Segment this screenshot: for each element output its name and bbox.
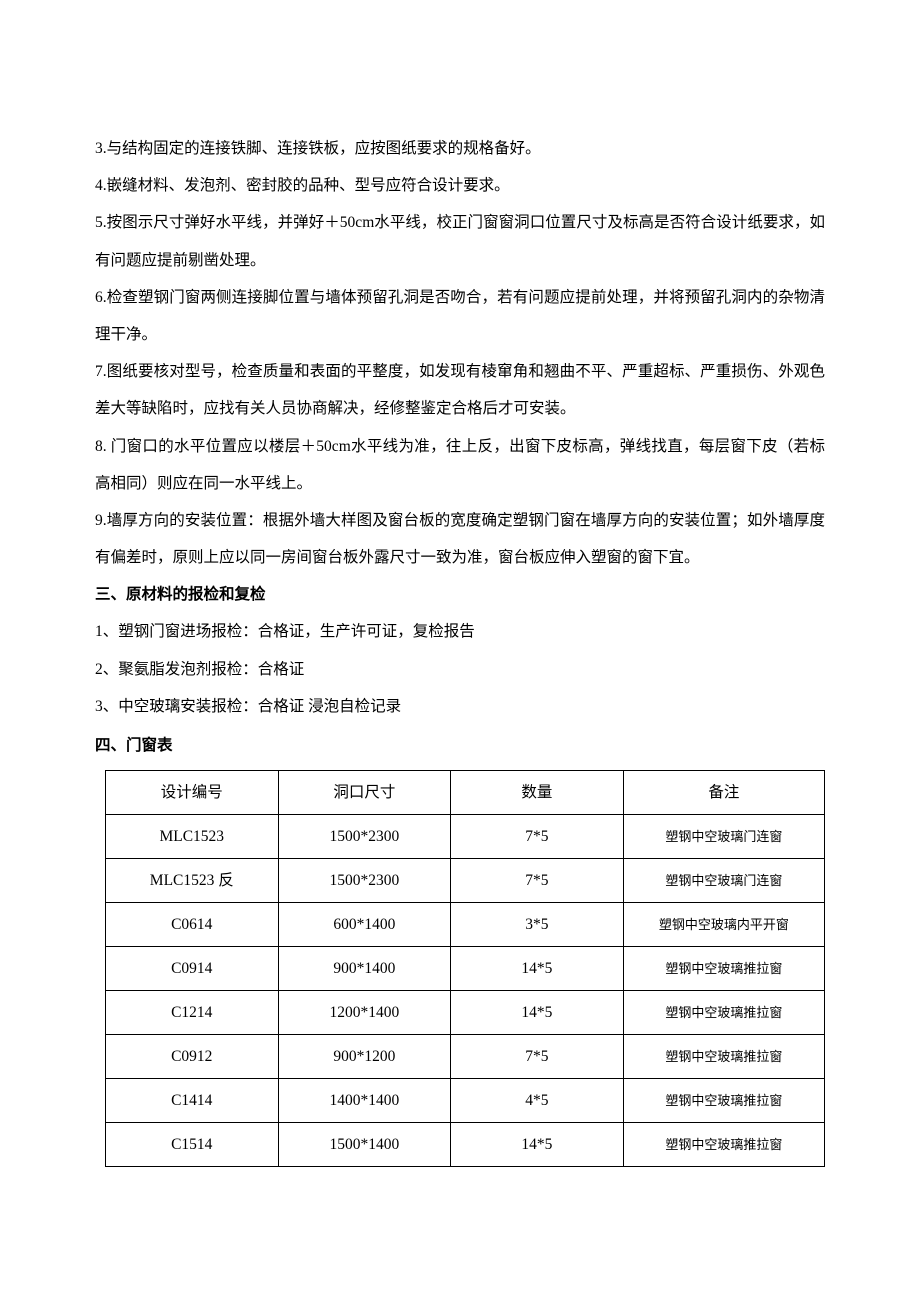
cell-opening-size: 1200*1400	[278, 991, 451, 1035]
cell-design-number: C0912	[106, 1035, 279, 1079]
cell-quantity: 14*5	[451, 947, 624, 991]
table-row: C0912 900*1200 7*5 塑钢中空玻璃推拉窗	[106, 1035, 825, 1079]
table-row: C1214 1200*1400 14*5 塑钢中空玻璃推拉窗	[106, 991, 825, 1035]
cell-notes: 塑钢中空玻璃推拉窗	[623, 1079, 824, 1123]
section-3-item-1: 1、塑钢门窗进场报检：合格证，生产许可证，复检报告	[95, 613, 825, 650]
cell-design-number: MLC1523	[106, 815, 279, 859]
cell-design-number: C1514	[106, 1123, 279, 1167]
section-3-header: 三、原材料的报检和复检	[95, 576, 825, 613]
document-content: 3.与结构固定的连接铁脚、连接铁板，应按图纸要求的规格备好。 4.嵌缝材料、发泡…	[95, 130, 825, 1167]
header-notes: 备注	[623, 771, 824, 815]
cell-notes: 塑钢中空玻璃门连窗	[623, 815, 824, 859]
table-row: C1414 1400*1400 4*5 塑钢中空玻璃推拉窗	[106, 1079, 825, 1123]
paragraph-8: 8. 门窗口的水平位置应以楼层＋50cm水平线为准，往上反，出窗下皮标高，弹线找…	[95, 428, 825, 502]
table-row: MLC1523 反 1500*2300 7*5 塑钢中空玻璃门连窗	[106, 859, 825, 903]
table-header-row: 设计编号 洞口尺寸 数量 备注	[106, 771, 825, 815]
cell-notes: 塑钢中空玻璃内平开窗	[623, 903, 824, 947]
paragraph-4: 4.嵌缝材料、发泡剂、密封胶的品种、型号应符合设计要求。	[95, 167, 825, 204]
cell-opening-size: 1500*1400	[278, 1123, 451, 1167]
section-3-item-2: 2、聚氨脂发泡剂报检：合格证	[95, 651, 825, 688]
cell-quantity: 7*5	[451, 859, 624, 903]
cell-quantity: 14*5	[451, 1123, 624, 1167]
section-4-header: 四、门窗表	[95, 727, 825, 764]
cell-design-number: C0614	[106, 903, 279, 947]
cell-quantity: 14*5	[451, 991, 624, 1035]
paragraph-9: 9.墙厚方向的安装位置：根据外墙大样图及窗台板的宽度确定塑钢门窗在墙厚方向的安装…	[95, 502, 825, 576]
cell-quantity: 7*5	[451, 815, 624, 859]
cell-opening-size: 900*1200	[278, 1035, 451, 1079]
paragraph-3: 3.与结构固定的连接铁脚、连接铁板，应按图纸要求的规格备好。	[95, 130, 825, 167]
cell-quantity: 4*5	[451, 1079, 624, 1123]
table-row: C0614 600*1400 3*5 塑钢中空玻璃内平开窗	[106, 903, 825, 947]
cell-opening-size: 900*1400	[278, 947, 451, 991]
table-row: MLC1523 1500*2300 7*5 塑钢中空玻璃门连窗	[106, 815, 825, 859]
cell-opening-size: 600*1400	[278, 903, 451, 947]
paragraph-5: 5.按图示尺寸弹好水平线，并弹好＋50cm水平线，校正门窗窗洞口位置尺寸及标高是…	[95, 204, 825, 278]
window-table: 设计编号 洞口尺寸 数量 备注 MLC1523 1500*2300 7*5 塑钢…	[105, 770, 825, 1167]
header-opening-size: 洞口尺寸	[278, 771, 451, 815]
cell-notes: 塑钢中空玻璃推拉窗	[623, 947, 824, 991]
table-row: C1514 1500*1400 14*5 塑钢中空玻璃推拉窗	[106, 1123, 825, 1167]
cell-notes: 塑钢中空玻璃推拉窗	[623, 1123, 824, 1167]
cell-design-number: MLC1523 反	[106, 859, 279, 903]
cell-opening-size: 1500*2300	[278, 859, 451, 903]
table-row: C0914 900*1400 14*5 塑钢中空玻璃推拉窗	[106, 947, 825, 991]
cell-design-number: C1214	[106, 991, 279, 1035]
paragraph-6: 6.检查塑钢门窗两侧连接脚位置与墙体预留孔洞是否吻合，若有问题应提前处理，并将预…	[95, 279, 825, 353]
cell-opening-size: 1500*2300	[278, 815, 451, 859]
header-design-number: 设计编号	[106, 771, 279, 815]
section-3-item-3: 3、中空玻璃安装报检：合格证 浸泡自检记录	[95, 688, 825, 725]
cell-notes: 塑钢中空玻璃推拉窗	[623, 991, 824, 1035]
cell-opening-size: 1400*1400	[278, 1079, 451, 1123]
header-quantity: 数量	[451, 771, 624, 815]
cell-design-number: C0914	[106, 947, 279, 991]
cell-notes: 塑钢中空玻璃推拉窗	[623, 1035, 824, 1079]
cell-design-number: C1414	[106, 1079, 279, 1123]
cell-notes: 塑钢中空玻璃门连窗	[623, 859, 824, 903]
paragraph-7: 7.图纸要核对型号，检查质量和表面的平整度，如发现有棱窜角和翘曲不平、严重超标、…	[95, 353, 825, 427]
cell-quantity: 7*5	[451, 1035, 624, 1079]
cell-quantity: 3*5	[451, 903, 624, 947]
